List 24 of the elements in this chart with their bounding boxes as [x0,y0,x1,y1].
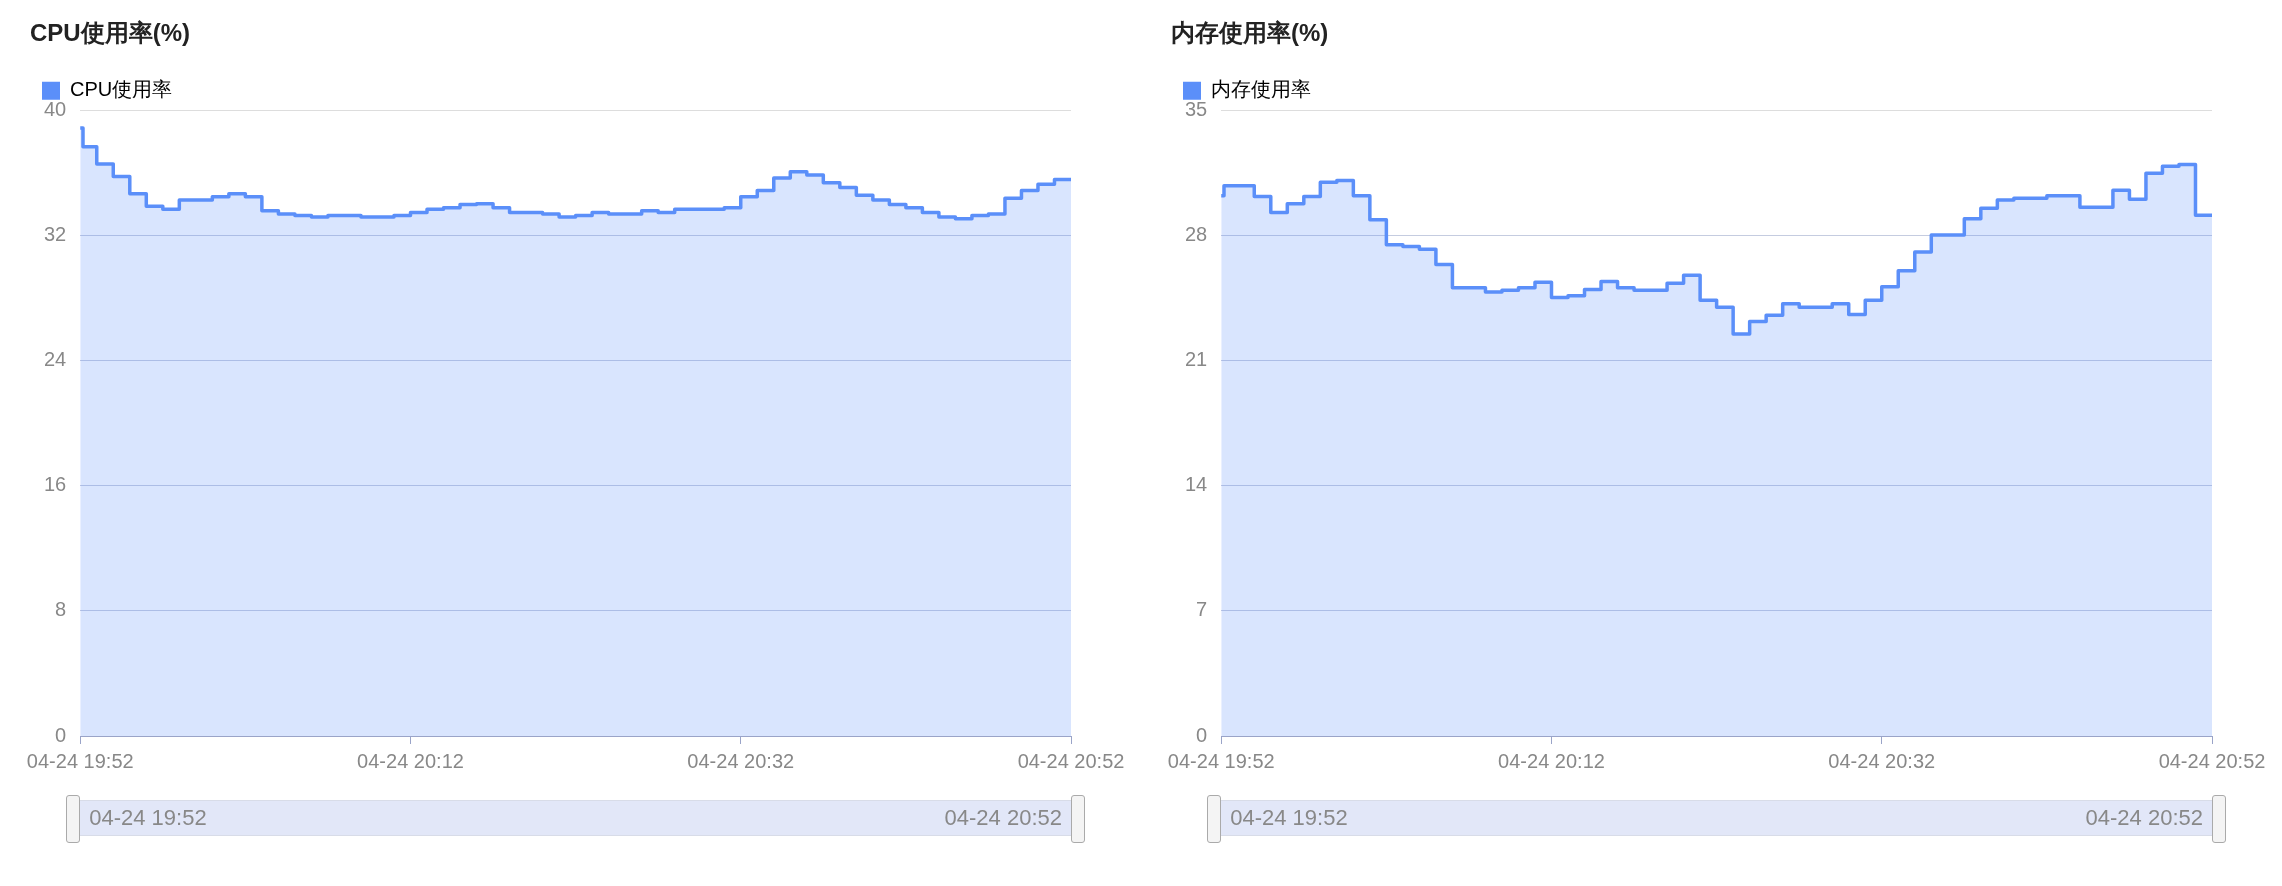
y-tick-label: 35 [1185,98,1208,121]
y-tick-label: 14 [1185,473,1208,496]
y-tick-label: 7 [1196,598,1208,621]
x-tick-label: 04-24 20:12 [1498,749,1605,772]
x-tick-label: 04-24 20:52 [2158,749,2266,772]
x-tick-label: 04-24 20:52 [1017,749,1125,772]
y-tick-label: 28 [1185,223,1208,246]
y-tick-label: 8 [55,598,67,621]
y-tick-label: 24 [44,348,67,371]
legend-label: CPU使用率 [70,78,173,101]
x-tick-label: 04-24 20:32 [1828,749,1936,772]
y-tick-label: 16 [44,473,67,496]
chart-title: CPU使用率(%) [30,19,190,47]
x-tick-label: 04-24 19:52 [1167,749,1275,772]
legend-label: 内存使用率 [1211,78,1311,101]
y-tick-label: 21 [1185,348,1208,371]
y-tick-label: 0 [1196,723,1208,746]
x-tick-label: 04-24 20:12 [357,749,464,772]
chart-title: 内存使用率(%) [1171,19,1329,47]
y-tick-label: 0 [55,723,67,746]
x-tick-label: 04-24 20:32 [687,749,795,772]
y-tick-label: 32 [44,223,67,246]
x-tick-label: 04-24 19:52 [26,749,134,772]
y-tick-label: 40 [44,98,67,121]
